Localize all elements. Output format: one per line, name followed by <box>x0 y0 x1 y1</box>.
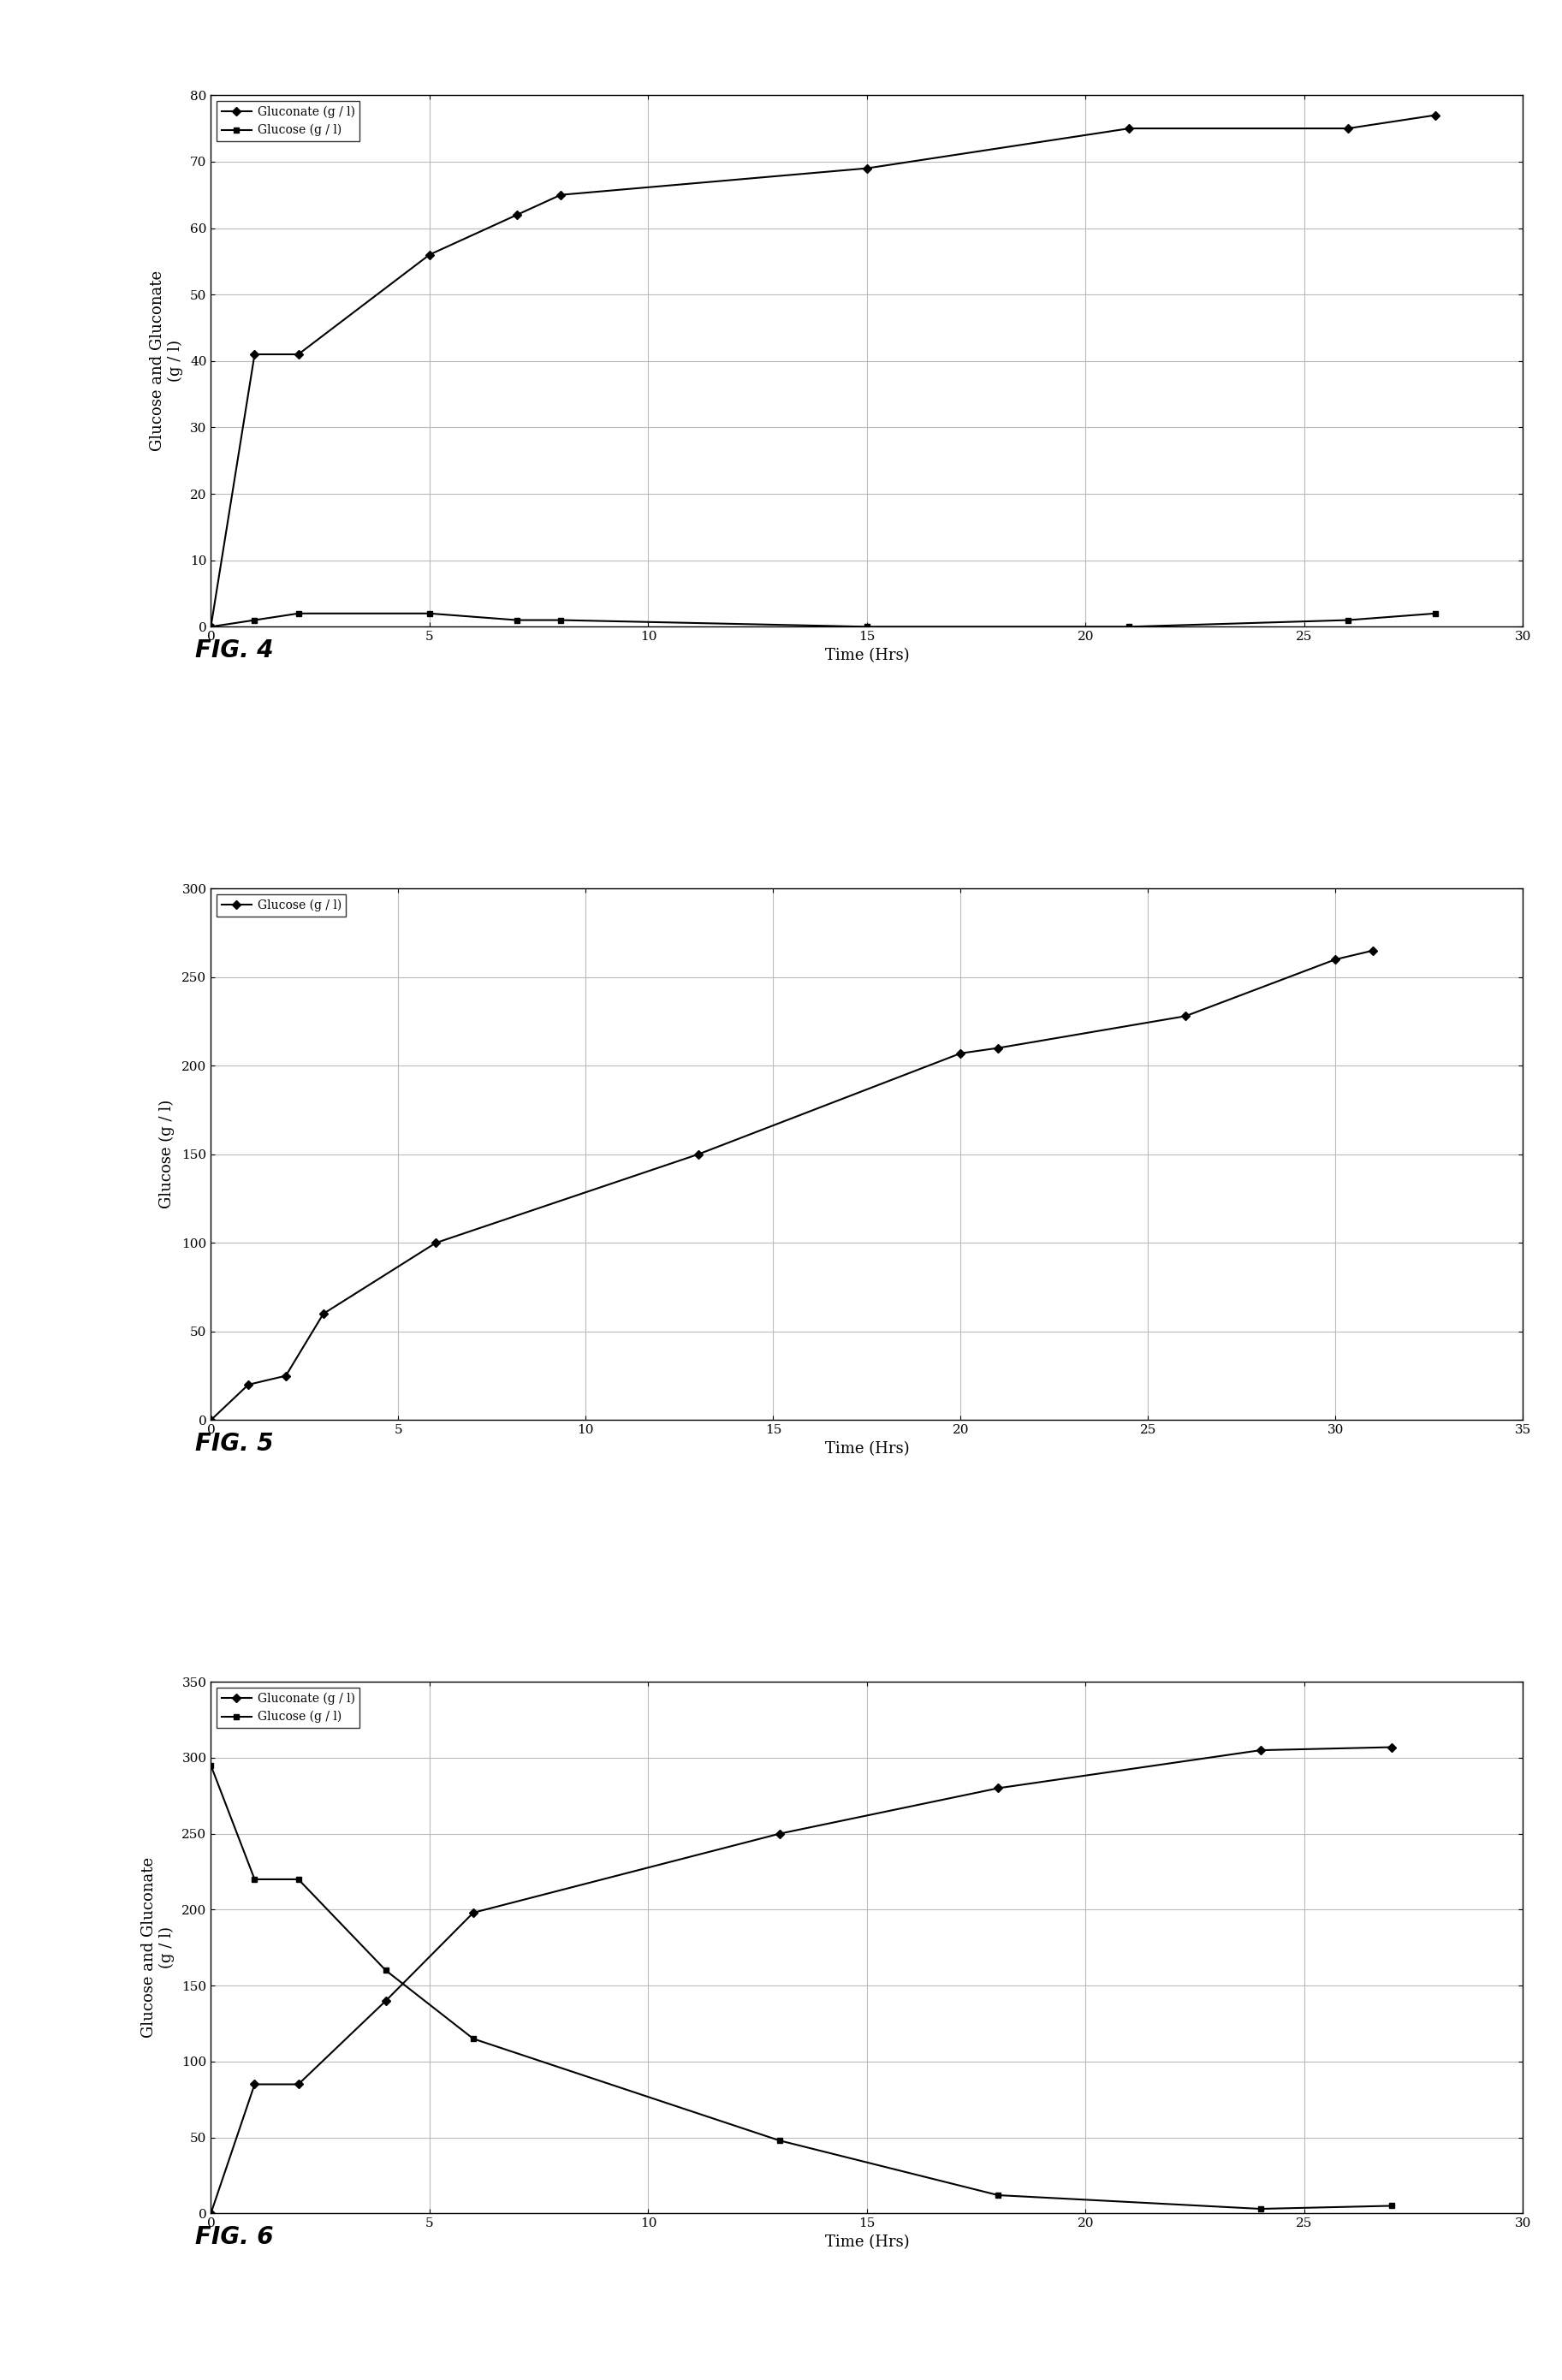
Text: FIG. 4: FIG. 4 <box>195 638 273 662</box>
Line: Glucose (g / l): Glucose (g / l) <box>208 612 1439 631</box>
Line: Glucose (g / l): Glucose (g / l) <box>208 1764 1395 2211</box>
Line: Gluconate (g / l): Gluconate (g / l) <box>208 112 1439 631</box>
Glucose (g / l) <box>770 2125 789 2154</box>
Glucose (g / l) <box>989 2180 1007 2209</box>
Glucose (g / l) <box>201 612 220 640</box>
Glucose (g / l) <box>245 1866 264 1894</box>
Glucose (g / l) <box>245 607 264 635</box>
Gluconate (g / l) <box>1120 114 1139 143</box>
X-axis label: Time (Hrs): Time (Hrs) <box>825 647 909 664</box>
Y-axis label: Glucose and Gluconate
(g / l): Glucose and Gluconate (g / l) <box>141 1856 175 2037</box>
Legend: Gluconate (g / l), Glucose (g / l): Gluconate (g / l), Glucose (g / l) <box>217 100 359 140</box>
Text: FIG. 5: FIG. 5 <box>195 1433 273 1457</box>
Glucose (g / l) <box>426 1228 445 1257</box>
Glucose (g / l) <box>1426 600 1445 628</box>
Gluconate (g / l) <box>770 1818 789 1847</box>
Gluconate (g / l) <box>1382 1733 1401 1761</box>
Glucose (g / l) <box>464 2025 483 2054</box>
Gluconate (g / l) <box>245 340 264 369</box>
Glucose (g / l) <box>1382 2192 1401 2221</box>
Glucose (g / l) <box>1339 607 1357 635</box>
Legend: Gluconate (g / l), Glucose (g / l): Gluconate (g / l), Glucose (g / l) <box>217 1687 359 1728</box>
Glucose (g / l) <box>239 1371 258 1399</box>
Line: Glucose (g / l): Glucose (g / l) <box>208 947 1376 1423</box>
Glucose (g / l) <box>201 1407 220 1435</box>
Glucose (g / l) <box>420 600 439 628</box>
Y-axis label: Glucose and Gluconate
(g / l): Glucose and Gluconate (g / l) <box>150 271 183 452</box>
Gluconate (g / l) <box>201 612 220 640</box>
Glucose (g / l) <box>376 1956 395 1985</box>
Glucose (g / l) <box>989 1033 1007 1061</box>
Gluconate (g / l) <box>376 1987 395 2016</box>
Gluconate (g / l) <box>289 2071 308 2099</box>
Gluconate (g / l) <box>464 1899 483 1928</box>
Y-axis label: Glucose (g / l): Glucose (g / l) <box>159 1100 175 1209</box>
Gluconate (g / l) <box>245 2071 264 2099</box>
Glucose (g / l) <box>1176 1002 1195 1031</box>
Gluconate (g / l) <box>858 155 876 183</box>
Glucose (g / l) <box>1364 935 1382 964</box>
Glucose (g / l) <box>289 1866 308 1894</box>
Legend: Glucose (g / l): Glucose (g / l) <box>217 895 347 916</box>
Gluconate (g / l) <box>1339 114 1357 143</box>
Glucose (g / l) <box>1326 945 1345 973</box>
Glucose (g / l) <box>858 612 876 640</box>
Gluconate (g / l) <box>201 2199 220 2228</box>
Gluconate (g / l) <box>551 181 570 209</box>
Glucose (g / l) <box>551 607 570 635</box>
Gluconate (g / l) <box>989 1773 1007 1802</box>
Glucose (g / l) <box>1251 2194 1270 2223</box>
Gluconate (g / l) <box>420 240 439 269</box>
Text: FIG. 6: FIG. 6 <box>195 2225 273 2249</box>
Glucose (g / l) <box>951 1040 970 1069</box>
Gluconate (g / l) <box>289 340 308 369</box>
X-axis label: Time (Hrs): Time (Hrs) <box>825 2235 909 2249</box>
Glucose (g / l) <box>289 600 308 628</box>
Gluconate (g / l) <box>1251 1735 1270 1764</box>
Glucose (g / l) <box>276 1361 295 1390</box>
Line: Gluconate (g / l): Gluconate (g / l) <box>208 1745 1395 2216</box>
Glucose (g / l) <box>689 1140 708 1169</box>
X-axis label: Time (Hrs): Time (Hrs) <box>825 1440 909 1457</box>
Glucose (g / l) <box>201 1752 220 1780</box>
Glucose (g / l) <box>508 607 526 635</box>
Glucose (g / l) <box>1120 612 1139 640</box>
Gluconate (g / l) <box>1426 100 1445 129</box>
Glucose (g / l) <box>314 1299 333 1328</box>
Gluconate (g / l) <box>508 200 526 228</box>
